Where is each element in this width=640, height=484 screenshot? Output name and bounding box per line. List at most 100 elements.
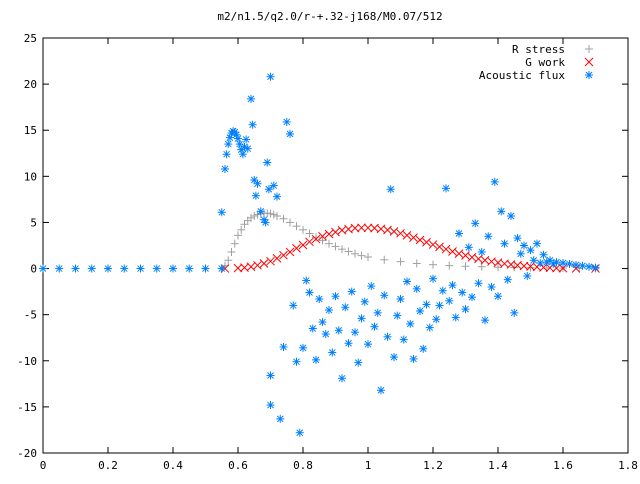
- legend-label: R stress: [512, 43, 565, 56]
- y-tick-label: 20: [24, 78, 37, 91]
- data-point: [217, 208, 226, 217]
- data-point: [591, 263, 600, 272]
- data-point: [445, 261, 454, 270]
- data-point: [321, 330, 330, 339]
- data-point: [247, 213, 255, 222]
- data-point: [526, 263, 535, 272]
- data-point: [299, 225, 307, 234]
- data-point: [279, 214, 288, 223]
- data-point: [292, 222, 301, 231]
- legend-marker: [584, 57, 594, 67]
- data-point: [282, 117, 291, 126]
- data-point: [305, 288, 314, 297]
- data-point: [328, 348, 337, 357]
- data-point: [500, 239, 509, 248]
- data-point: [481, 316, 489, 325]
- data-point: [185, 264, 194, 273]
- data-point: [419, 344, 428, 353]
- data-point: [136, 264, 145, 273]
- data-point: [364, 253, 372, 262]
- data-point: [201, 264, 210, 273]
- data-point: [240, 220, 249, 229]
- data-point: [516, 249, 525, 258]
- data-point: [490, 177, 499, 186]
- data-point: [305, 229, 314, 238]
- legend-label: G work: [525, 56, 565, 69]
- data-point: [312, 355, 320, 364]
- data-point: [238, 150, 247, 159]
- data-point: [224, 256, 233, 265]
- data-point: [412, 284, 421, 293]
- data-point: [318, 231, 327, 241]
- data-point: [351, 249, 359, 258]
- data-point: [279, 342, 288, 351]
- data-point: [222, 150, 231, 159]
- data-point: [578, 261, 587, 270]
- data-point: [389, 227, 399, 236]
- data-point: [435, 301, 444, 310]
- x-tick-label: 1.8: [618, 459, 638, 472]
- data-point: [448, 247, 457, 256]
- data-point: [266, 209, 275, 218]
- x-tick-label: 0: [40, 459, 47, 472]
- data-point: [429, 274, 437, 283]
- data-point: [552, 258, 561, 267]
- data-point: [429, 260, 437, 269]
- data-point: [428, 240, 438, 249]
- data-point: [380, 291, 389, 300]
- data-point: [507, 211, 515, 220]
- data-point: [432, 315, 441, 324]
- data-point: [487, 283, 496, 291]
- y-tick-label: 10: [24, 170, 37, 183]
- data-point: [425, 323, 434, 332]
- data-point: [120, 264, 129, 273]
- x-tick-label: 1.6: [553, 459, 573, 472]
- data-point: [461, 305, 470, 314]
- data-point: [422, 300, 431, 309]
- data-point: [234, 231, 242, 240]
- legend-marker: [585, 45, 593, 53]
- data-point: [406, 319, 415, 328]
- y-tick-label: -10: [17, 355, 37, 368]
- data-point: [471, 219, 480, 228]
- data-point: [312, 233, 320, 242]
- data-point: [503, 275, 512, 284]
- data-point: [559, 259, 567, 268]
- data-point: [234, 134, 242, 143]
- data-point: [373, 308, 382, 317]
- data-point: [484, 232, 493, 241]
- data-point: [269, 210, 278, 219]
- data-point: [461, 262, 470, 271]
- data-point: [311, 234, 321, 244]
- data-point: [351, 328, 359, 337]
- data-point: [266, 256, 275, 266]
- data-point: [403, 277, 411, 286]
- data-point: [442, 184, 450, 193]
- y-tick-label: -15: [17, 401, 37, 414]
- x-tick-label: 0.6: [228, 459, 248, 472]
- plot-frame: [42, 37, 629, 454]
- data-point: [324, 229, 334, 239]
- data-point: [341, 303, 350, 312]
- data-point: [396, 228, 405, 238]
- data-point: [357, 223, 366, 233]
- data-point: [367, 282, 376, 291]
- data-point: [357, 314, 366, 323]
- data-point: [71, 264, 80, 273]
- data-point: [435, 242, 444, 252]
- data-point: [230, 239, 239, 248]
- data-point: [266, 72, 275, 81]
- data-point: [237, 225, 246, 234]
- data-point: [539, 250, 548, 259]
- data-point: [445, 296, 454, 305]
- data-point: [169, 264, 177, 273]
- data-point: [334, 326, 343, 335]
- data-point: [364, 340, 372, 349]
- data-point: [455, 229, 463, 238]
- x-tick-label: 1.2: [423, 459, 443, 472]
- y-tick-label: 15: [24, 124, 37, 137]
- data-point: [242, 135, 251, 144]
- data-point: [363, 223, 373, 233]
